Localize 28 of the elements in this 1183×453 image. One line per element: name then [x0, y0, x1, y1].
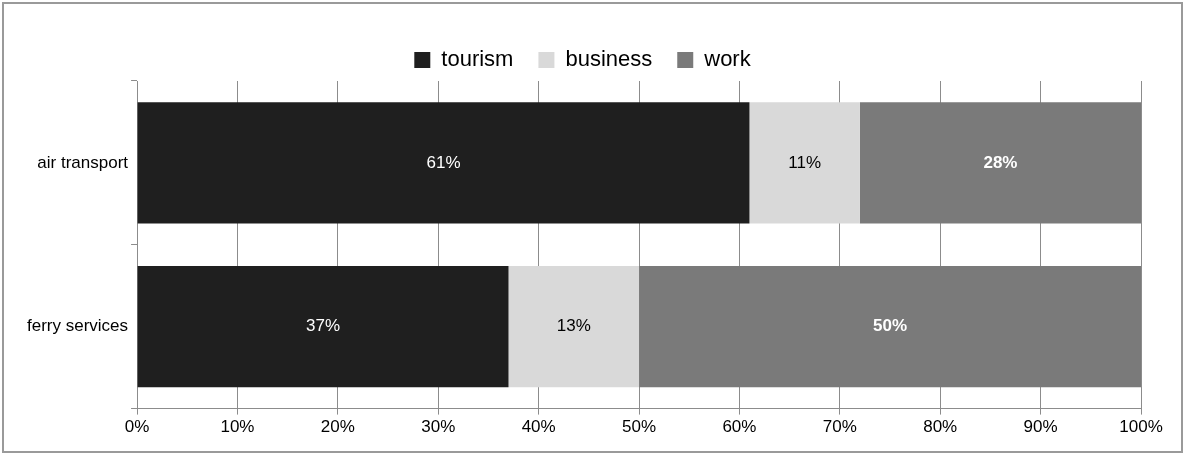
- x-tick-label: 0%: [124, 417, 150, 437]
- y-tick-label: air transport: [37, 152, 129, 172]
- x-tick-label: 20%: [320, 417, 355, 437]
- x-tick-label: 10%: [220, 417, 255, 437]
- bar: [508, 266, 640, 388]
- data-label: 13%: [556, 316, 591, 336]
- data-label: 50%: [873, 316, 908, 336]
- x-tick-label: 40%: [521, 417, 556, 437]
- legend-label: work: [703, 46, 752, 72]
- x-tick-label: 30%: [421, 417, 456, 437]
- x-tick-label: 80%: [923, 417, 958, 437]
- bar: [137, 102, 750, 224]
- x-tick-label: 70%: [822, 417, 857, 437]
- x-tick-label: 60%: [722, 417, 757, 437]
- x-tick-label: 90%: [1023, 417, 1058, 437]
- bar: [749, 102, 860, 224]
- data-label: 37%: [306, 316, 341, 336]
- bar: [639, 266, 1141, 388]
- data-label: 61%: [426, 152, 461, 172]
- y-tick-label: ferry services: [26, 316, 129, 336]
- x-tick-label: 50%: [622, 417, 657, 437]
- legend-label: business: [565, 46, 653, 72]
- bar: [859, 102, 1141, 224]
- legend-label: tourism: [441, 46, 514, 72]
- data-label: 11%: [788, 152, 822, 172]
- x-tick-label: 100%: [1119, 417, 1163, 437]
- bar: [137, 266, 509, 388]
- data-label: 28%: [983, 152, 1018, 172]
